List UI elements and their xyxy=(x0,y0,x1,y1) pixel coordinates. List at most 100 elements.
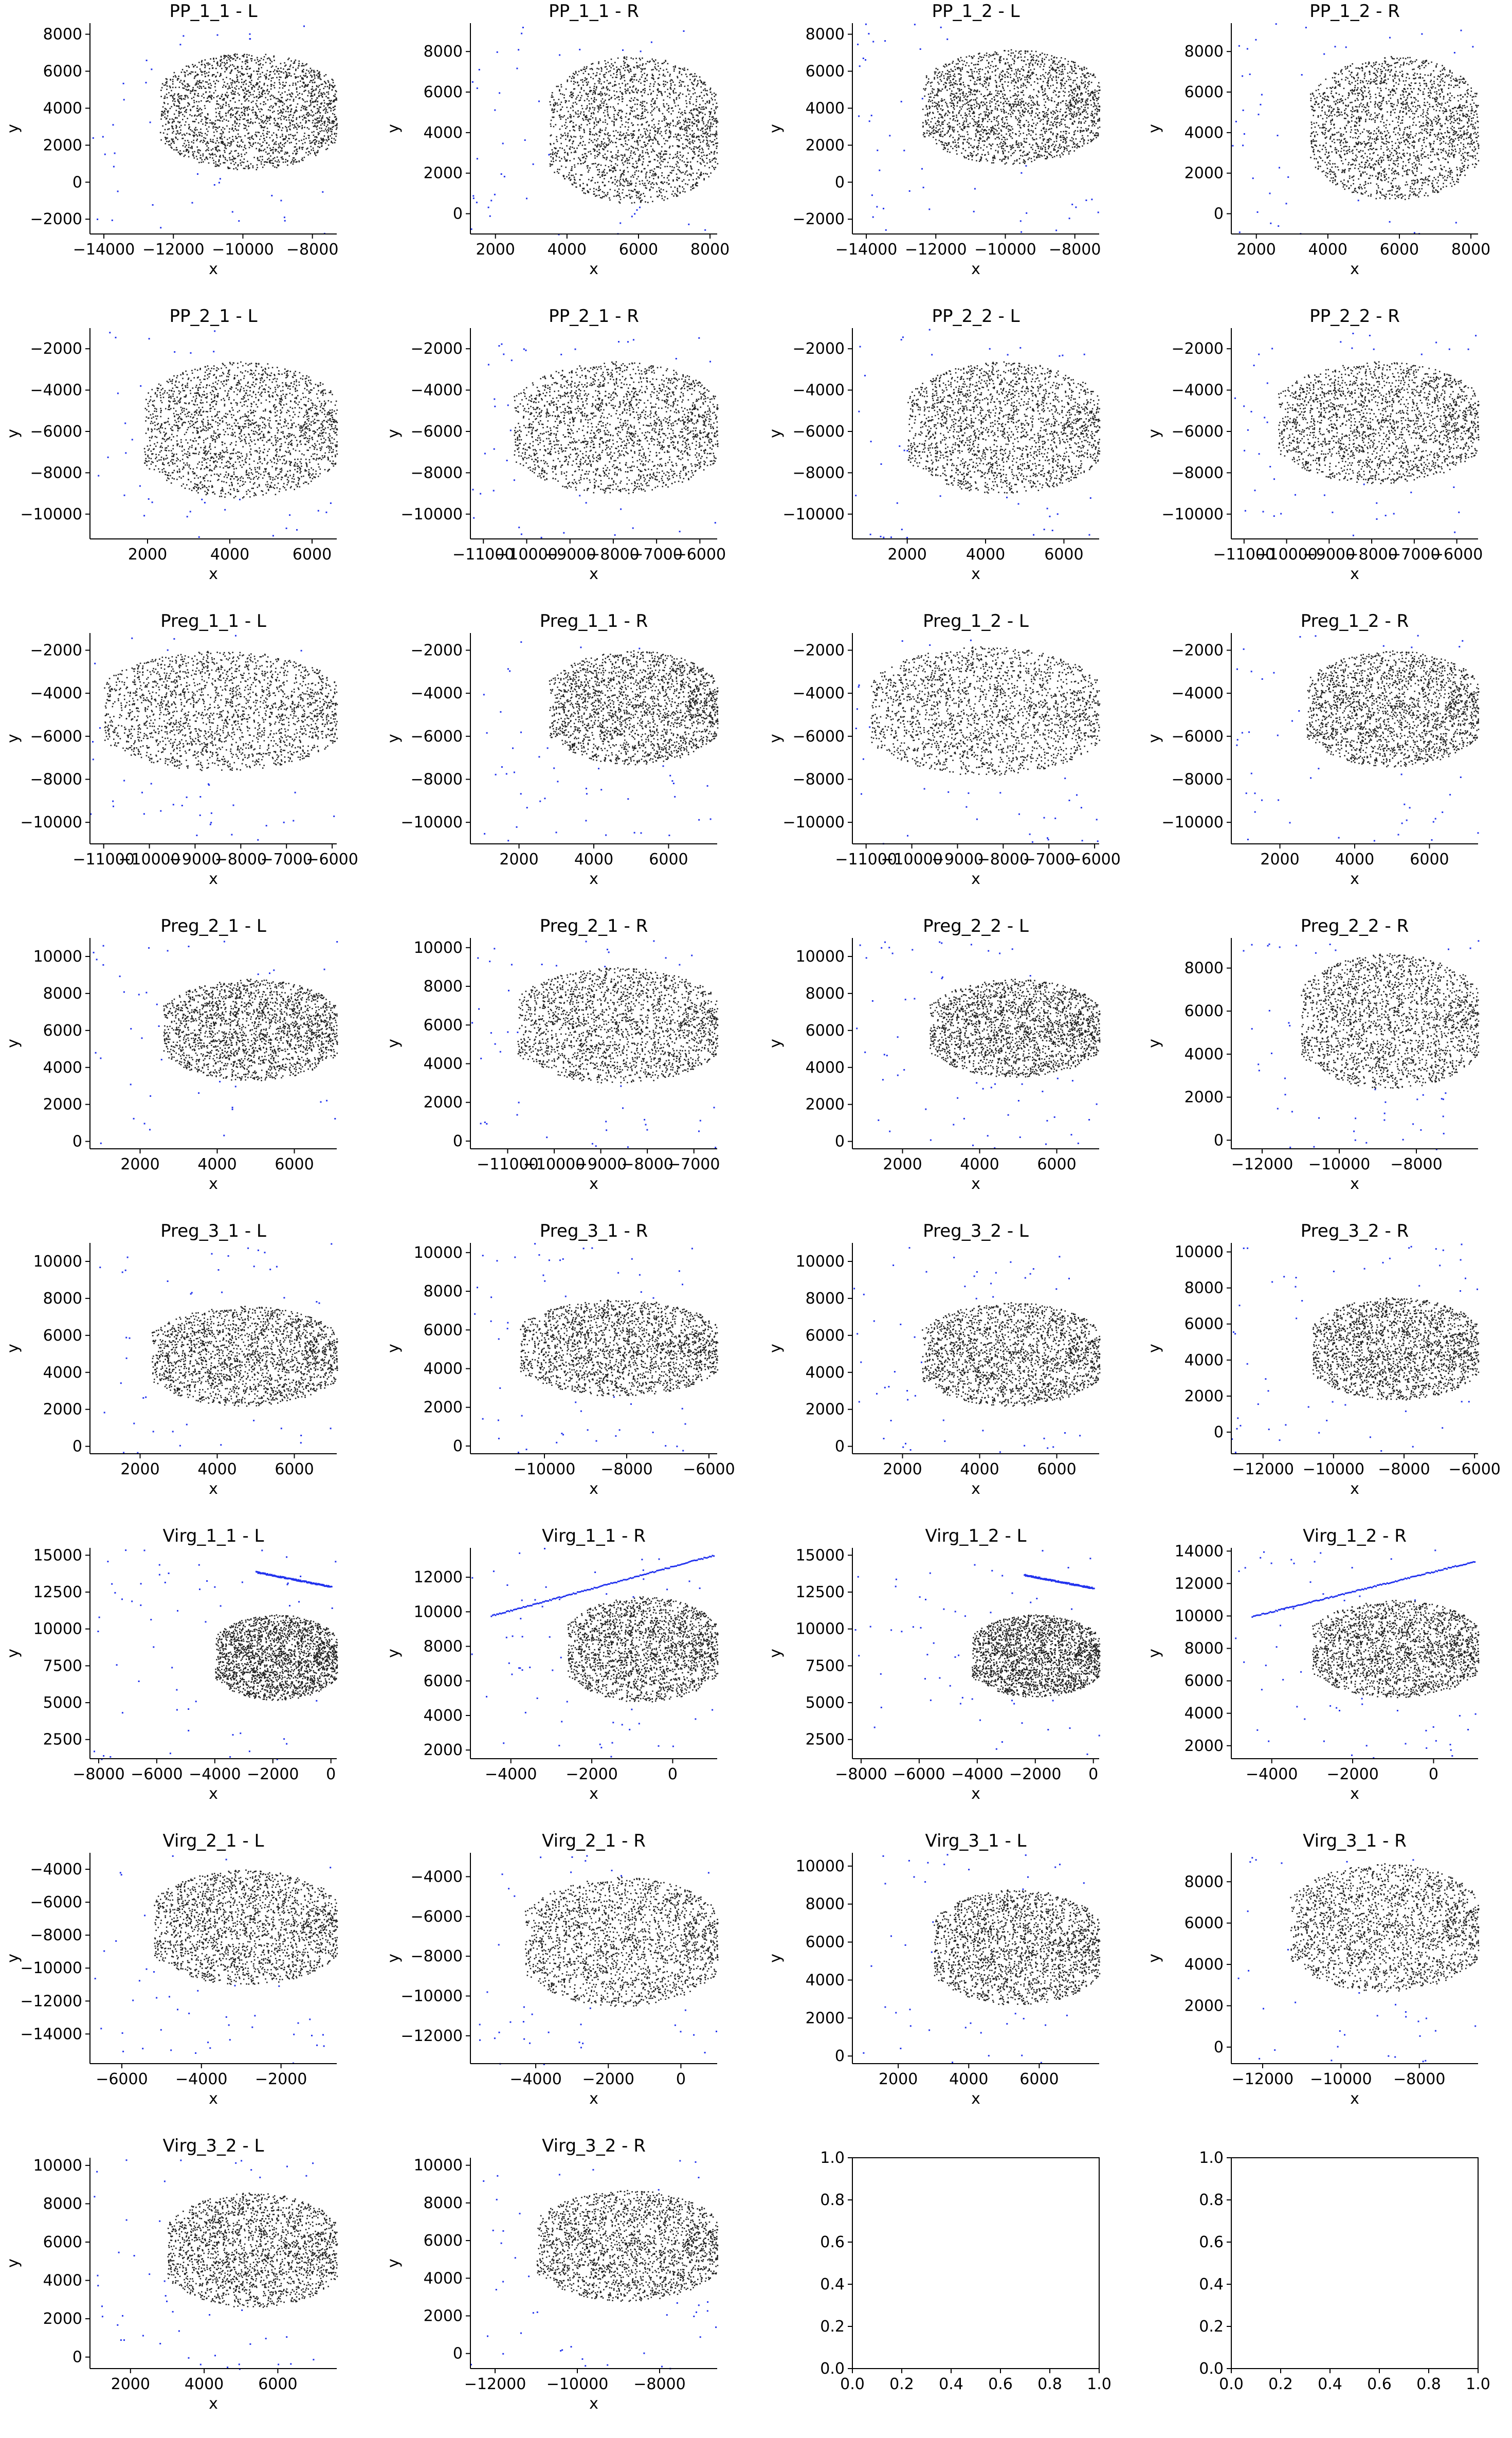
cluster-point xyxy=(305,73,307,75)
cluster-point xyxy=(226,60,228,61)
cluster-point xyxy=(236,112,238,113)
cluster-point xyxy=(264,161,265,163)
cluster-point xyxy=(265,77,266,78)
cluster-point xyxy=(328,139,330,140)
cluster-point xyxy=(183,84,184,85)
cluster-point xyxy=(212,157,213,159)
cluster-point xyxy=(211,85,212,86)
cluster-point xyxy=(315,113,317,114)
cluster-point xyxy=(272,152,274,153)
cluster-point xyxy=(299,61,300,62)
cluster-point xyxy=(186,65,187,67)
cluster-point xyxy=(234,81,235,82)
cluster-point xyxy=(248,85,250,87)
cluster-point xyxy=(325,129,326,130)
cluster-point xyxy=(289,125,291,127)
cluster-point xyxy=(199,135,201,136)
cluster-point xyxy=(309,142,311,144)
cluster-point xyxy=(319,128,320,129)
cluster-point xyxy=(235,158,236,159)
cluster-point xyxy=(195,127,196,129)
cluster-point xyxy=(223,99,225,101)
cluster-point xyxy=(248,55,250,56)
cluster-point xyxy=(220,164,221,165)
cluster-point xyxy=(160,139,162,141)
cluster-point xyxy=(303,115,305,116)
cluster-point xyxy=(209,79,210,81)
cluster-point xyxy=(178,106,179,107)
cluster-point xyxy=(260,63,262,65)
cluster-point xyxy=(241,107,242,109)
cluster-point xyxy=(221,135,223,137)
cluster-point xyxy=(301,78,303,80)
cluster-point xyxy=(299,147,300,148)
cluster-point xyxy=(220,155,221,156)
cluster-point xyxy=(180,112,182,113)
cluster-point xyxy=(248,125,249,127)
cluster-point xyxy=(232,156,233,157)
cluster-point xyxy=(167,97,168,99)
cluster-point xyxy=(262,127,264,128)
cluster-point xyxy=(229,66,230,67)
cluster-point xyxy=(294,124,295,126)
cluster-point xyxy=(172,138,174,140)
cluster-point xyxy=(272,147,274,149)
cluster-point xyxy=(179,153,181,154)
cluster-point xyxy=(243,56,245,58)
cluster-point xyxy=(264,101,265,103)
cluster-point xyxy=(239,145,241,147)
cluster-point xyxy=(295,84,297,86)
cluster-point xyxy=(215,120,216,122)
cluster-point xyxy=(320,120,322,121)
cluster-point xyxy=(192,89,194,91)
cluster-point xyxy=(315,155,317,156)
cluster-point xyxy=(216,131,218,133)
cluster-point xyxy=(266,74,267,75)
cluster-point xyxy=(304,90,306,92)
cluster-point xyxy=(312,132,313,133)
cluster-point xyxy=(213,59,214,60)
cluster-point xyxy=(318,86,319,88)
cluster-point xyxy=(316,137,318,138)
cluster-point xyxy=(252,109,254,111)
cluster-point xyxy=(299,140,300,142)
cluster-point xyxy=(241,139,243,141)
cluster-point xyxy=(273,71,275,73)
cluster-point xyxy=(238,71,240,73)
cluster-point xyxy=(213,81,215,82)
cluster-point xyxy=(169,128,170,130)
cluster-point xyxy=(173,149,175,151)
cluster-point xyxy=(263,115,264,116)
cluster-point xyxy=(245,108,246,110)
cluster-point xyxy=(262,133,264,134)
cluster-point xyxy=(268,117,269,119)
cluster-point xyxy=(279,125,280,127)
cluster-point xyxy=(194,157,195,159)
cluster-point xyxy=(274,69,276,71)
cluster-point xyxy=(204,140,205,142)
cluster-point xyxy=(331,134,333,135)
cluster-point xyxy=(180,130,181,131)
cluster-point xyxy=(252,107,254,109)
cluster-point xyxy=(177,139,178,140)
cluster-point xyxy=(310,75,312,76)
cluster-point xyxy=(192,106,193,108)
cluster-point xyxy=(210,87,211,89)
cluster-point xyxy=(221,56,222,58)
cluster-point xyxy=(305,152,307,154)
cluster-point xyxy=(289,75,290,76)
cluster-point xyxy=(312,91,313,93)
cluster-point xyxy=(215,68,217,69)
cluster-point xyxy=(194,94,196,96)
cluster-point xyxy=(266,123,267,124)
cluster-point xyxy=(282,93,283,94)
cluster-point xyxy=(272,112,274,113)
cluster-point xyxy=(270,155,271,157)
cluster-point xyxy=(268,158,270,159)
cluster-point xyxy=(260,156,261,157)
cluster-point xyxy=(284,117,286,118)
cluster-point xyxy=(310,104,312,106)
cluster-point xyxy=(321,142,323,143)
cluster-point xyxy=(215,142,216,144)
cluster-point xyxy=(194,151,195,153)
